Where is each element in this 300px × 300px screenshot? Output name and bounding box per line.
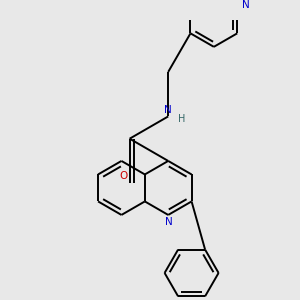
Text: H: H bbox=[178, 114, 185, 124]
Text: N: N bbox=[165, 218, 173, 227]
Text: N: N bbox=[164, 105, 172, 116]
Text: O: O bbox=[119, 171, 128, 181]
Text: N: N bbox=[242, 0, 250, 10]
